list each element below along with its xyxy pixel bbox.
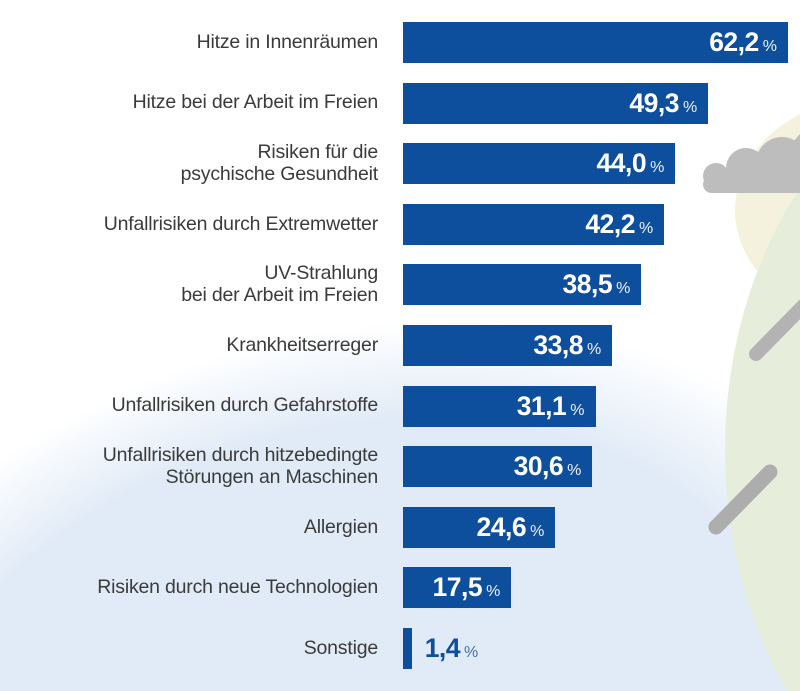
bar: 44,0%: [403, 143, 676, 185]
bar-value: 24,6%: [476, 512, 555, 543]
bar-label-line: psychische Gesundheit: [180, 162, 379, 185]
bar: 17,5%: [403, 567, 512, 609]
bar-row: Hitze bei der Arbeit im Freien 49,3%: [0, 82, 800, 124]
bar-label-line: Hitze in Innenräumen: [196, 30, 379, 53]
bar-row: Krankheitserreger 33,8%: [0, 325, 800, 366]
bar-value-number: 44,0: [596, 148, 647, 179]
bar-label: UV-Strahlung bei der Arbeit im Freien: [0, 263, 378, 306]
bar-label-line: Unfallrisiken durch Extremwetter: [103, 212, 378, 235]
bar-value-number: 49,3: [629, 87, 679, 118]
bar-label-line: Unfallrisiken durch Gefahrstoffe: [111, 394, 379, 417]
bar: 31,1%: [403, 385, 596, 427]
bar-label: Allergien: [0, 515, 378, 539]
bar-value: 44,0%: [596, 148, 675, 179]
bar-label-line: Risiken durch neue Technologien: [97, 576, 378, 599]
percent-sign: %: [567, 462, 582, 480]
bar-row: Sonstige 1,4%: [0, 628, 800, 669]
bar-label: Krankheitserreger: [0, 333, 378, 357]
bar-row: Unfallrisiken durch hitzebedingte Störung…: [0, 445, 800, 488]
percent-sign: %: [586, 341, 602, 358]
bar: 33,8%: [403, 325, 613, 366]
bar-value-number: 62,2: [709, 27, 759, 57]
bar-row: Risiken für die psychische Gesundheit 44,0…: [0, 141, 800, 185]
percent-sign: %: [486, 583, 501, 601]
bar: [403, 628, 412, 669]
bar-value-number: 31,1: [516, 390, 567, 421]
bar-label-line: UV-Strahlung: [264, 262, 378, 285]
bar-value: 49,3%: [629, 88, 708, 119]
bar-value: 17,5%: [432, 572, 511, 603]
bar-label: Unfallrisiken durch Extremwetter: [0, 212, 378, 236]
bar: 62,2%: [403, 22, 788, 63]
bar-value-number: 38,5: [562, 269, 613, 300]
light-blue-wash-shape: [0, 291, 800, 691]
percent-sign: %: [762, 38, 777, 55]
diagonal-stick-icon-2: [708, 464, 778, 535]
bar-row: Allergien 24,6%: [0, 506, 800, 548]
bar-value: 1,4%: [425, 633, 479, 664]
bar-label: Risiken für die psychische Gesundheit: [0, 141, 379, 185]
bar: 38,5%: [403, 264, 642, 306]
bar-label: Hitze in Innenräumen: [0, 30, 379, 54]
bar: 49,3%: [403, 82, 709, 124]
diagonal-stick-icon-1: [749, 299, 800, 361]
percent-sign: %: [638, 219, 654, 237]
bar-value: 42,2%: [585, 209, 664, 240]
bar-label-line: Allergien: [303, 515, 378, 538]
bar-row: Unfallrisiken durch Gefahrstoffe 31,1%: [0, 385, 800, 427]
bar: 42,2%: [403, 203, 665, 245]
bar-label: Risiken durch neue Technologien: [0, 577, 378, 599]
percent-sign: %: [464, 644, 479, 661]
bar-value-number: 1,4: [424, 633, 461, 663]
bar-label-line: Krankheitserreger: [226, 333, 378, 356]
bar-row: Risiken durch neue Technologien 17,5%: [0, 567, 800, 609]
bar-row: Unfallrisiken durch Extremwetter 42,2%: [0, 203, 800, 245]
bar-value: 31,1%: [517, 391, 596, 422]
bar-label: Unfallrisiken durch hitzebedingte Störung…: [0, 445, 378, 488]
bar-value-number: 24,6: [476, 511, 527, 542]
bar-label-line: Risiken für die: [257, 141, 378, 164]
bar-value: 30,6%: [514, 451, 593, 482]
bar-row: UV-Strahlung bei der Arbeit im Freien 38,5…: [0, 263, 800, 306]
bar-label-line: Hitze bei der Arbeit im Freien: [132, 91, 379, 114]
cloud-icon: [703, 134, 800, 193]
percent-sign: %: [650, 159, 665, 177]
bar-value: 38,5%: [562, 269, 641, 300]
percent-sign: %: [530, 522, 545, 540]
bar: 24,6%: [403, 506, 556, 548]
bar-value: 62,2%: [709, 27, 788, 58]
percent-sign: %: [616, 280, 631, 298]
bar-value-number: 42,2: [585, 208, 635, 239]
bar-value-number: 17,5: [432, 572, 483, 603]
bar: 30,6%: [403, 446, 593, 488]
green-hill-shape: [725, 187, 800, 691]
bar-label-line: bei der Arbeit im Freien: [181, 283, 378, 306]
bar-label-line: Störungen an Maschinen: [165, 465, 379, 488]
bar-value-number: 30,6: [513, 451, 564, 482]
bar-row: Hitze in Innenräumen 62,2%: [0, 22, 800, 63]
bar-value: 33,8%: [533, 330, 612, 361]
bar-label: Unfallrisiken durch Gefahrstoffe: [0, 394, 379, 417]
percent-sign: %: [570, 401, 585, 419]
bar-label: Hitze bei der Arbeit im Freien: [0, 91, 379, 114]
bar-label-line: Sonstige: [303, 636, 378, 659]
bar-label: Sonstige: [0, 636, 378, 660]
bar-value-number: 33,8: [533, 330, 583, 360]
percent-sign: %: [682, 98, 698, 116]
bar-label-line: Unfallrisiken durch hitzebedingte: [102, 444, 378, 467]
